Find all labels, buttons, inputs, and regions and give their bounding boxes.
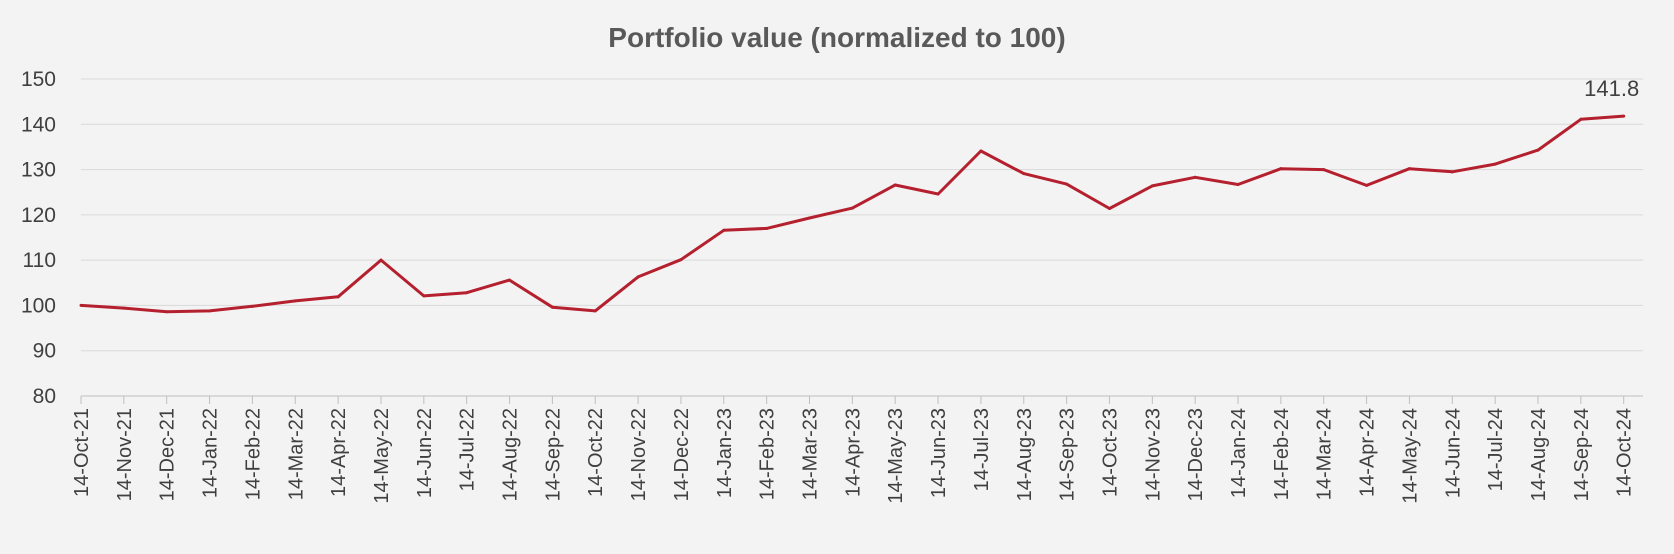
data-point	[1236, 183, 1240, 187]
data-point	[379, 258, 383, 262]
x-tick-label: 14-Jan-24	[1228, 408, 1250, 498]
x-tick-label: 14-Sep-23	[1057, 408, 1079, 501]
x-tick-label: 14-Oct-21	[71, 408, 93, 497]
x-tick-label: 14-Mar-23	[800, 408, 822, 500]
x-tick-label: 14-Feb-24	[1271, 408, 1293, 500]
data-point	[1579, 117, 1583, 121]
data-point	[165, 310, 169, 314]
x-tick-label: 14-Jun-24	[1442, 408, 1464, 498]
data-point	[936, 192, 940, 196]
x-tick-label: 14-Apr-24	[1357, 408, 1379, 497]
x-tick-label: 14-Aug-24	[1528, 408, 1550, 501]
data-point	[336, 295, 340, 299]
series-line	[80, 114, 1624, 314]
x-tick-label: 14-Apr-22	[328, 408, 350, 497]
y-tick-label: 120	[21, 204, 56, 227]
x-tick-label: 14-Mar-24	[1314, 408, 1336, 500]
data-point	[122, 306, 126, 310]
x-tick-label: 14-Oct-24	[1614, 408, 1636, 497]
x-tick-label: 14-May-22	[371, 408, 393, 504]
data-point	[593, 309, 597, 313]
x-axis: 14-Oct-21 14-Nov-21 14-Dec-21 14-Jan-22 14-F…	[71, 395, 1643, 504]
data-point	[1065, 182, 1069, 186]
x-tick-label: 14-Aug-23	[1014, 408, 1036, 501]
x-tick-label: 14-Feb-22	[242, 408, 264, 500]
data-point	[1493, 162, 1497, 166]
data-point	[422, 294, 426, 298]
data-point	[636, 275, 640, 279]
data-point	[465, 291, 469, 295]
x-tick-label: 14-Dec-23	[1185, 408, 1207, 501]
x-tick-label: 14-Nov-22	[628, 408, 650, 501]
x-tick-label: 14-May-23	[885, 408, 907, 504]
x-tick-label: 14-Aug-22	[500, 408, 522, 501]
x-tick-label: 14-Jul-24	[1485, 408, 1507, 491]
y-tick-label: 150	[21, 68, 56, 91]
data-point	[1536, 148, 1540, 152]
y-tick-label: 130	[21, 159, 56, 182]
data-point	[1150, 184, 1154, 188]
data-point	[1107, 207, 1111, 211]
data-point	[508, 278, 512, 282]
x-tick-label: 14-Sep-22	[542, 408, 564, 501]
data-point	[979, 149, 983, 153]
x-tick-label: 14-Nov-21	[114, 408, 136, 501]
data-point	[293, 299, 297, 303]
y-tick-label: 90	[33, 340, 56, 363]
data-point	[893, 183, 897, 187]
x-tick-label: 14-Jun-23	[928, 408, 950, 498]
chart-title: Portfolio value (normalized to 100)	[608, 22, 1065, 53]
gridlines	[81, 78, 1643, 352]
data-point	[1450, 170, 1454, 174]
data-point	[679, 258, 683, 262]
data-point	[1407, 167, 1411, 171]
x-tick-label: 14-Apr-23	[842, 408, 864, 497]
data-point	[1279, 167, 1283, 171]
series-portfolio-value	[79, 114, 1626, 314]
data-point	[808, 216, 812, 220]
y-tick-label: 140	[21, 113, 56, 136]
data-point	[722, 228, 726, 232]
x-tick-label: 14-Oct-22	[585, 408, 607, 497]
data-point	[1022, 172, 1026, 176]
x-tick-label: 14-Dec-21	[157, 408, 179, 501]
data-label-last-value: 141.8	[1584, 76, 1639, 101]
y-tick-label: 110	[23, 249, 56, 272]
data-point	[1622, 114, 1626, 118]
x-tick-label: 14-Sep-24	[1571, 408, 1593, 501]
data-point	[550, 305, 554, 309]
x-tick-label: 14-May-24	[1399, 408, 1421, 504]
x-tick-label: 14-Jul-22	[457, 408, 479, 491]
y-axis: 80 90 100 110 120 130 140 150	[21, 68, 56, 408]
x-tick-label: 14-Jun-22	[414, 408, 436, 498]
data-point	[850, 206, 854, 210]
x-tick-label: 14-Dec-22	[671, 408, 693, 501]
x-tick-label: 14-Jan-23	[714, 408, 736, 498]
x-tick-label: 14-Jul-23	[971, 408, 993, 491]
x-tick-label: 14-Mar-22	[285, 408, 307, 500]
data-point	[250, 304, 254, 308]
x-tick-label: 14-Oct-23	[1099, 408, 1121, 497]
data-point	[1365, 183, 1369, 187]
data-point	[765, 226, 769, 230]
y-tick-label: 80	[33, 385, 56, 408]
data-point	[1193, 175, 1197, 179]
data-point	[208, 309, 212, 313]
y-tick-label: 100	[21, 294, 56, 317]
data-point	[79, 303, 83, 307]
x-tick-label: 14-Jan-22	[200, 408, 222, 498]
data-point	[1322, 168, 1326, 172]
x-tick-label: 14-Feb-23	[757, 408, 779, 500]
x-tick-label: 14-Nov-23	[1142, 408, 1164, 501]
